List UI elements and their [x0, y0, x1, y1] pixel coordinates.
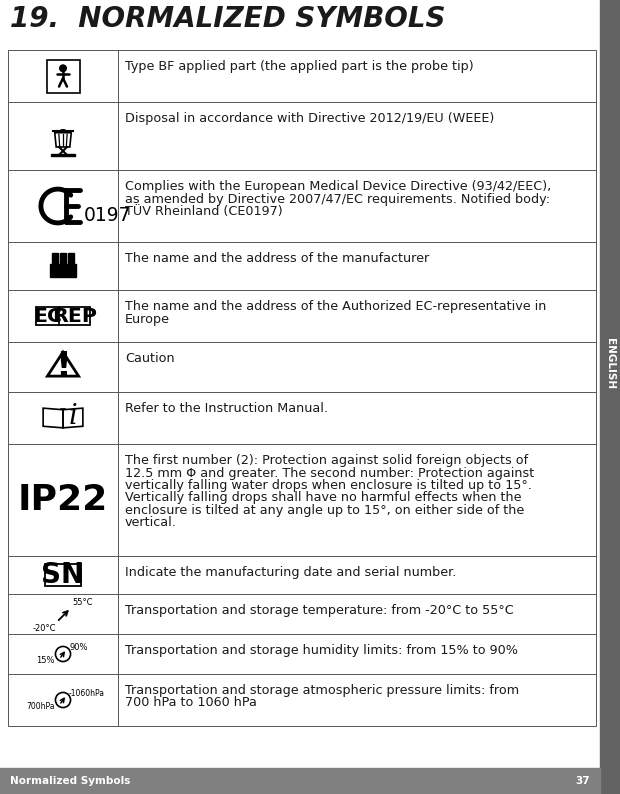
Text: 0197: 0197 [83, 206, 131, 225]
Text: 12.5 mm Φ and greater. The second number: Protection against: 12.5 mm Φ and greater. The second number… [125, 467, 534, 480]
Bar [45, 564, 81, 586]
Text: as amended by Directive 2007/47/EC requirements. Notified body:: as amended by Directive 2007/47/EC requi… [125, 192, 550, 206]
Text: Indicate the manufacturing date and serial number.: Indicate the manufacturing date and seri… [125, 566, 456, 579]
Polygon shape [50, 252, 76, 277]
Bar [46, 60, 79, 92]
Text: 700hPa: 700hPa [27, 703, 55, 711]
Text: ENGLISH: ENGLISH [605, 338, 615, 390]
Text: SN: SN [42, 561, 84, 589]
Text: Complies with the European Medical Device Directive (93/42/EEC),: Complies with the European Medical Devic… [125, 180, 551, 193]
Text: Transportation and storage temperature: from -20°C to 55°C: Transportation and storage temperature: … [125, 604, 514, 617]
Text: The first number (2): Protection against solid foreign objects of: The first number (2): Protection against… [125, 454, 528, 467]
Text: 15%: 15% [36, 657, 55, 665]
Text: -20°C: -20°C [32, 623, 56, 633]
Text: Refer to the Instruction Manual.: Refer to the Instruction Manual. [125, 402, 328, 415]
Text: 37: 37 [575, 776, 590, 786]
Text: EC: EC [33, 306, 62, 326]
Text: vertically falling water drops when enclosure is tilted up to 15°.: vertically falling water drops when encl… [125, 479, 532, 492]
Text: REP: REP [52, 306, 97, 326]
Text: 90%: 90% [69, 642, 88, 652]
Text: TÜV Rheinland (CE0197): TÜV Rheinland (CE0197) [125, 205, 283, 218]
Text: Caution: Caution [125, 352, 175, 365]
Text: 700 hPa to 1060 hPa: 700 hPa to 1060 hPa [125, 696, 257, 710]
Text: i: i [68, 403, 77, 430]
Text: Normalized Symbols: Normalized Symbols [10, 776, 130, 786]
Text: The name and the address of the manufacturer: The name and the address of the manufact… [125, 252, 429, 265]
Text: Transportation and storage humidity limits: from 15% to 90%: Transportation and storage humidity limi… [125, 644, 518, 657]
Text: Type BF applied part (the applied part is the probe tip): Type BF applied part (the applied part i… [125, 60, 474, 73]
Bar [51, 154, 75, 156]
Text: Transportation and storage atmospheric pressure limits: from: Transportation and storage atmospheric p… [125, 684, 519, 697]
Text: Europe: Europe [125, 313, 170, 326]
Text: The name and the address of the Authorized EC-representative in: The name and the address of the Authoriz… [125, 300, 546, 313]
Text: vertical.: vertical. [125, 517, 177, 530]
Bar [8, 50, 596, 726]
Circle shape [60, 65, 66, 71]
Text: -1060hPa: -1060hPa [69, 688, 105, 698]
Bar [600, 0, 620, 794]
Text: enclosure is tilted at any angle up to 15°, on either side of the: enclosure is tilted at any angle up to 1… [125, 504, 525, 517]
Text: 55°C: 55°C [72, 598, 92, 607]
Text: Vertically falling drops shall have no harmful effects when the: Vertically falling drops shall have no h… [125, 491, 521, 504]
Bar [36, 307, 90, 325]
Text: Disposal in accordance with Directive 2012/19/EU (WEEE): Disposal in accordance with Directive 20… [125, 112, 494, 125]
Text: 19.  NORMALIZED SYMBOLS: 19. NORMALIZED SYMBOLS [10, 5, 446, 33]
Bar [0, 768, 600, 794]
Text: IP22: IP22 [18, 483, 108, 517]
Text: !: ! [55, 350, 71, 384]
